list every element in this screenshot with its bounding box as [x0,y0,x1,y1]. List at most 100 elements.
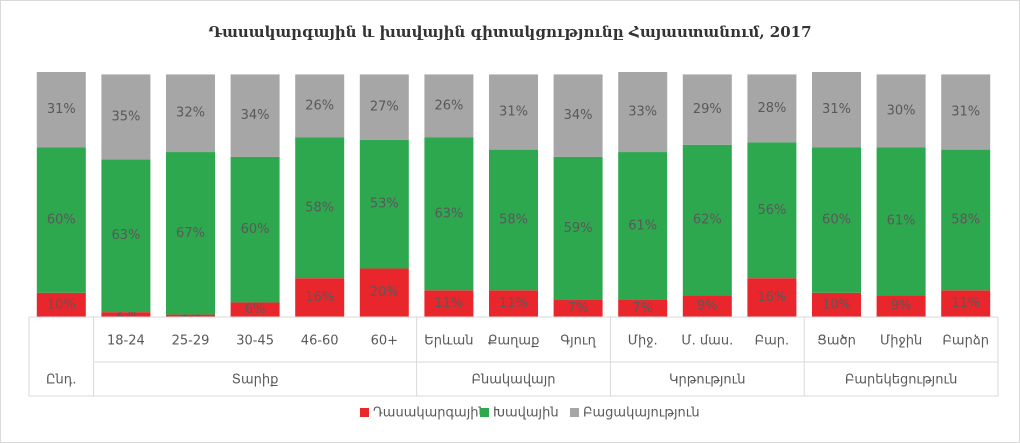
bar-segment [747,74,797,143]
data-label: 60% [241,222,270,237]
bar-segment [36,147,86,293]
data-label: 31% [822,102,851,117]
data-label: 60% [822,212,851,227]
bar-segment [166,74,215,153]
legend-label: Դասակարգային [373,406,487,421]
data-label: 29% [693,102,722,117]
bar-segment [489,149,538,291]
data-label: 28% [757,101,786,116]
bar-segment [230,302,280,317]
bar-segment [812,292,861,317]
group-label: Կրթություն [669,373,746,388]
bar-segment [553,74,603,157]
data-label: 11% [434,296,463,311]
data-label: 31% [47,102,76,117]
legend-label: Խավային [493,406,559,421]
bar-segment [618,152,668,301]
bar-segment [101,74,151,160]
bar-segment [295,137,345,279]
data-label: 31% [951,105,980,120]
data-label: 67% [176,226,205,241]
data-label: 61% [628,219,657,234]
data-label: 61% [887,214,916,229]
x-tick-label: Ցածր [817,334,856,349]
bar-segment [618,72,668,153]
legend-label: Բացակայություն [583,406,700,421]
data-label: 16% [757,290,786,305]
data-label: 9% [891,299,912,314]
bar-segment [489,74,538,150]
data-label: 62% [693,212,722,227]
bar-segment [424,290,474,317]
group-label: Բնակավայր [472,373,556,388]
x-tick-label: Քաղաք [488,334,540,349]
group-label: Ընդ. [46,373,77,388]
data-label: 11% [951,296,980,311]
x-tick-label: Գյուղ [560,334,596,349]
data-label: 59% [564,221,593,236]
data-label: 58% [499,212,528,227]
data-label: 63% [434,206,463,221]
legend-swatch [570,408,579,417]
bar-segment [101,312,151,317]
data-label: 35% [111,109,140,124]
x-tick-label: Բարձր [942,334,989,349]
bar-segment [876,74,926,148]
bar-segment [359,139,409,269]
bar-segment [876,295,926,317]
data-label: 33% [628,105,657,120]
bar-segment [166,152,215,315]
bar-segment [747,278,797,317]
data-label: 10% [47,297,76,312]
bar-segment [876,147,926,296]
x-tick-label: Մ. մաս. [681,334,733,349]
x-tick-label: Երևան [424,334,473,349]
data-label: 9% [697,299,718,314]
bar-segment [166,314,215,317]
bar-segment [230,74,280,157]
x-tick-label: 18-24 [107,334,145,349]
bar-segment [747,142,797,279]
bar-segment [101,159,151,313]
data-label: 60% [47,212,76,227]
x-tick-label: Բար. [755,334,790,349]
data-label: 58% [305,200,334,215]
bar-segment [36,72,86,148]
bar-segment [489,290,538,317]
group-label: Տարիք [232,373,279,388]
x-tick-label: 60+ [371,334,398,349]
bar-segment [553,300,603,317]
data-label: 34% [241,108,270,123]
bar-segment [812,72,861,148]
data-label: 31% [499,105,528,120]
data-label: 34% [564,108,593,123]
bar-segment [359,74,409,140]
bar-segment [618,300,668,317]
bar-segment [812,147,861,293]
data-label: 32% [176,106,205,121]
group-label: Բարեկեցություն [845,373,958,388]
data-label: 26% [434,98,463,113]
data-label: 10% [822,297,851,312]
x-tick-label: Միջին [880,334,922,349]
bar-segment [941,149,991,291]
x-tick-label: 25-29 [172,334,210,349]
data-label: 6% [245,302,266,317]
bar-segment [682,74,732,145]
data-label: 16% [305,290,334,305]
data-label: 7% [632,301,653,316]
bar-segment [941,290,991,317]
data-label: 27% [370,100,399,115]
data-label: 11% [499,296,528,311]
chart-title: Դասակարգային և խավային գիտակցությունը Հա… [208,23,811,41]
bar-segment [682,295,732,317]
data-label: 20% [370,285,399,300]
x-tick-label: 30-45 [236,334,274,349]
bar-segment [295,74,345,138]
bar-segment [295,278,345,317]
bar-segment [553,156,603,301]
x-tick-label: 46-60 [301,334,339,349]
bar-segment [424,74,474,138]
data-label: 53% [370,197,399,212]
